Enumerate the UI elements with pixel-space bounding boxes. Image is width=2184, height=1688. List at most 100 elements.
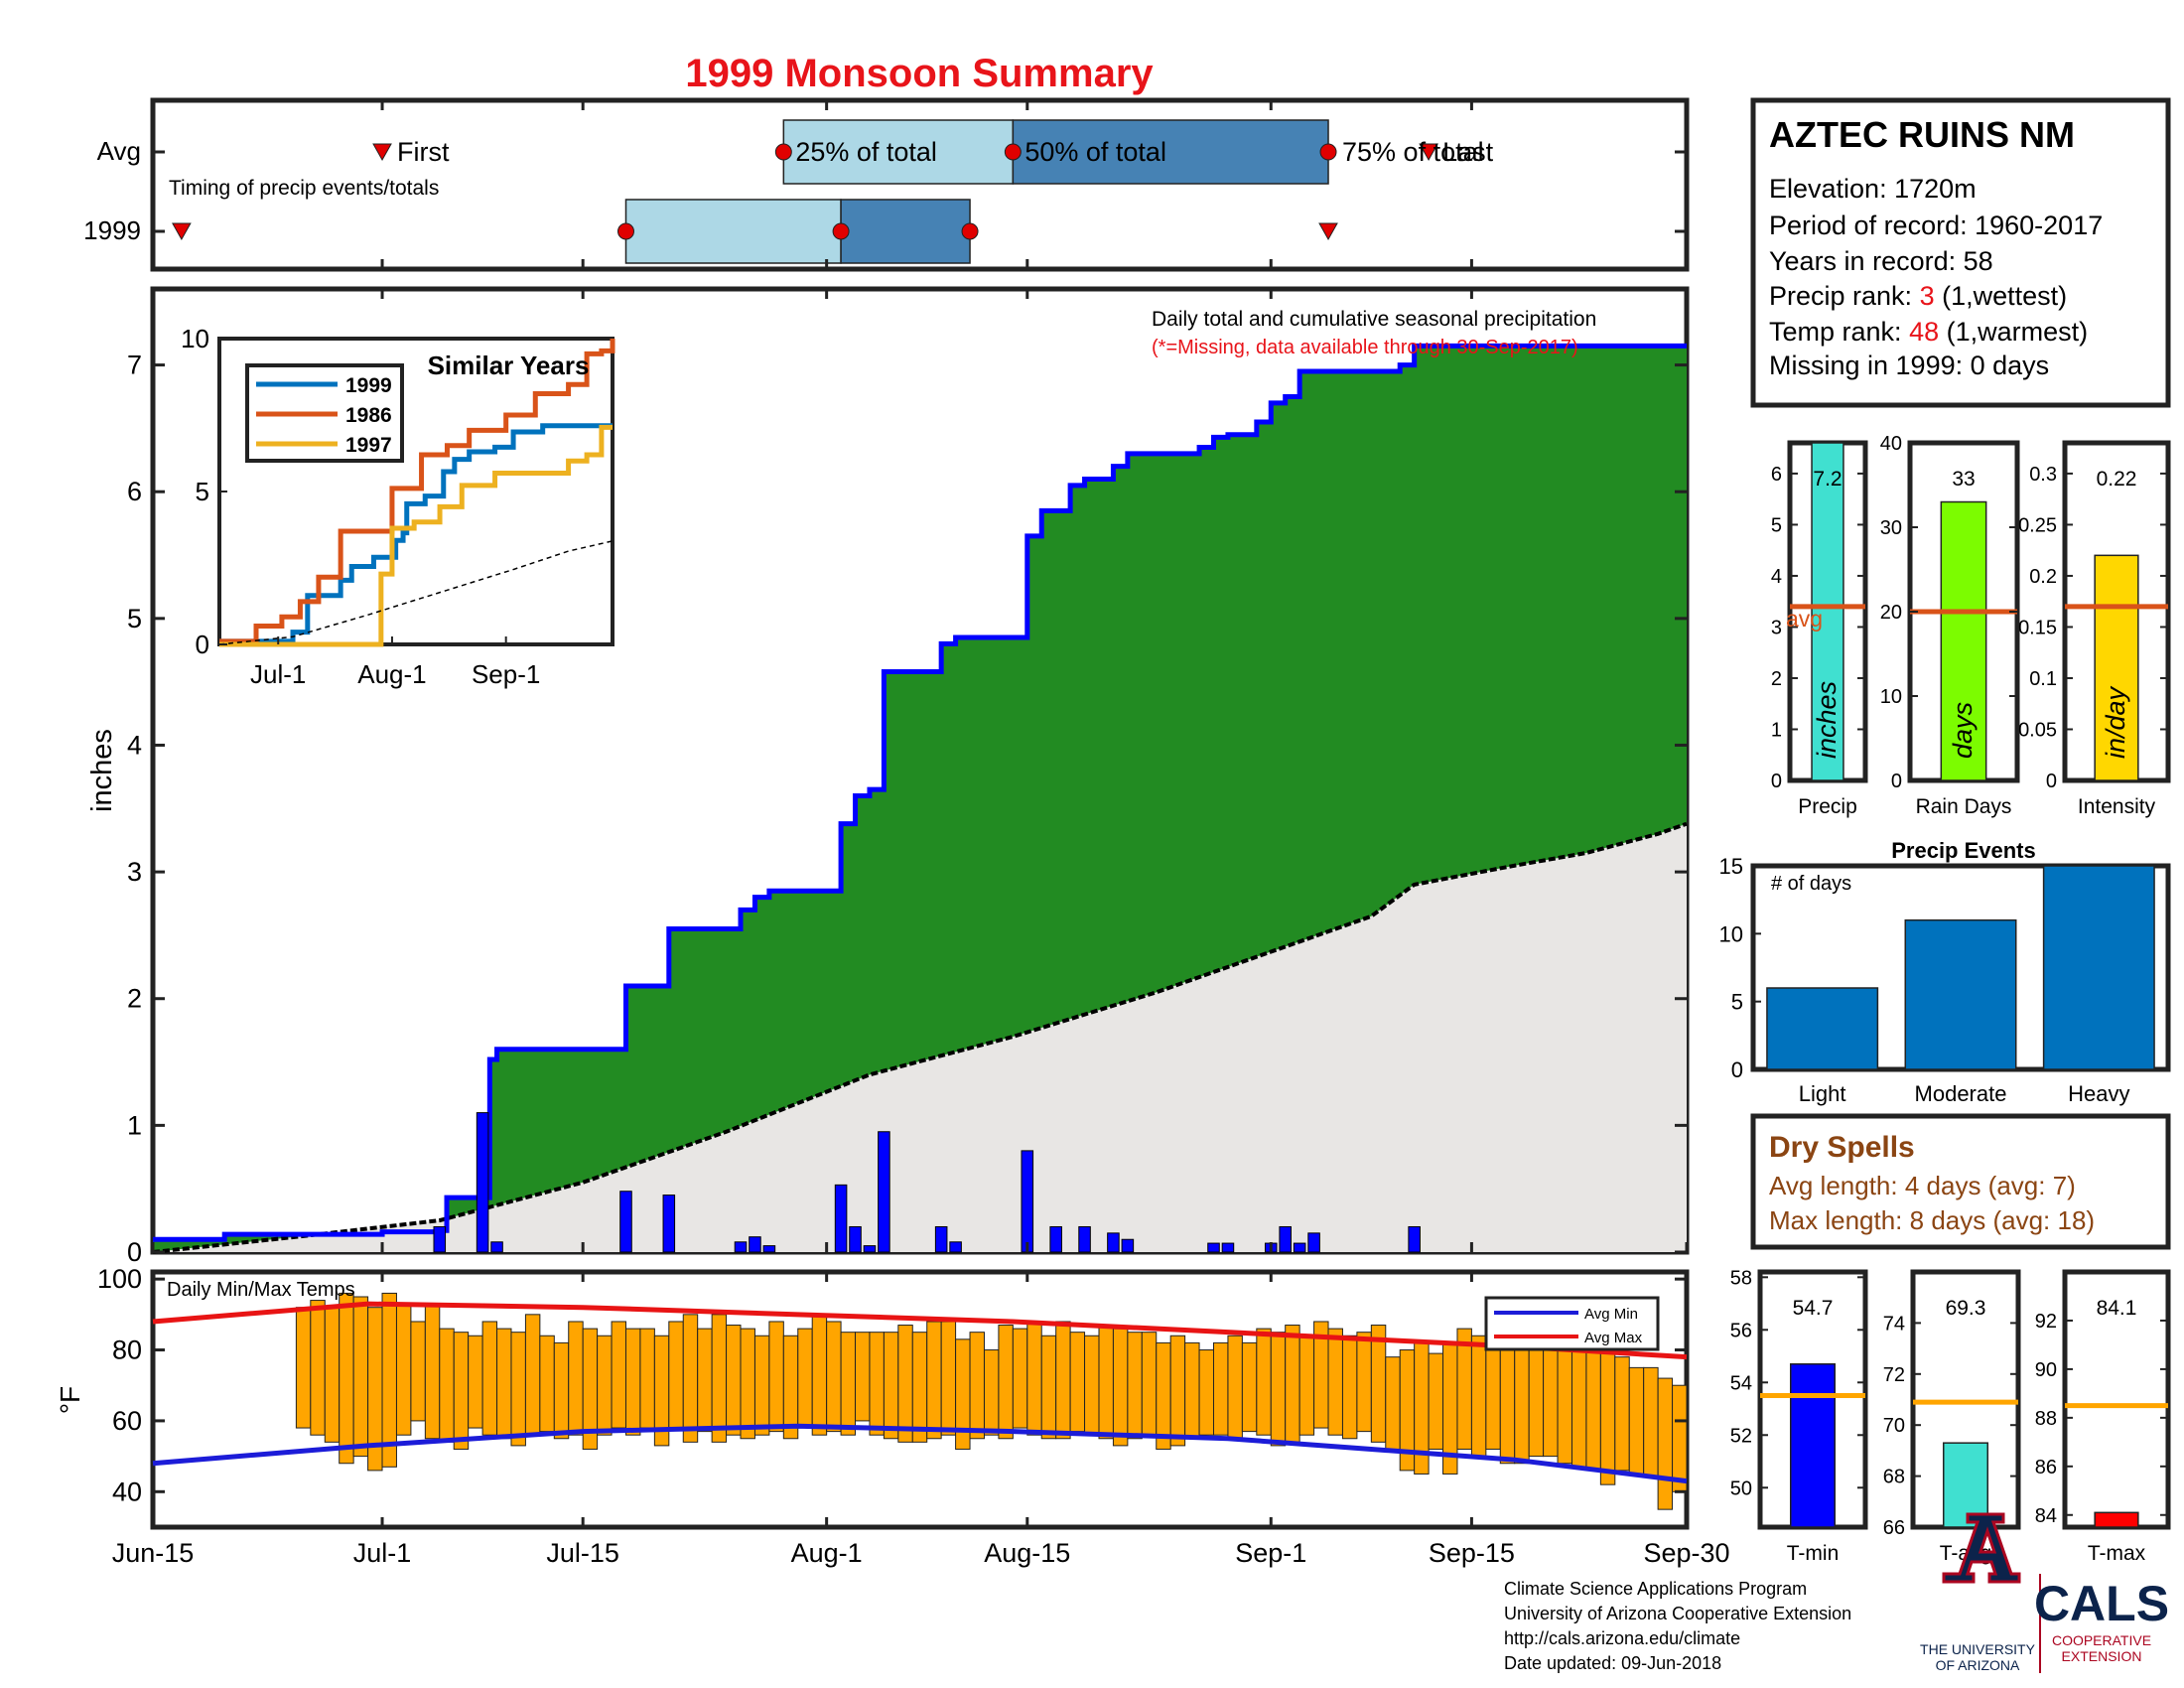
daily-temp-bar: [1227, 1335, 1243, 1440]
daily-temp-bar: [855, 1332, 871, 1422]
daily-temp-bar: [1156, 1341, 1171, 1450]
daily-temp-bar: [481, 1321, 498, 1436]
precip-events-panel: Precip Events Light Moderate Heavy 0 5 10 15 #…: [1719, 838, 2171, 1106]
event-category-label: Moderate: [1915, 1081, 2007, 1106]
daily-temp-bar: [524, 1314, 541, 1436]
daily-temp-bar: [1098, 1325, 1114, 1440]
daily-temp-bar: [1169, 1335, 1186, 1447]
daily-temp-bar: [740, 1328, 755, 1440]
inset-x-tick-label: Aug-1: [357, 659, 426, 689]
footer-line-2: University of Arizona Cooperative Extens…: [1504, 1604, 1851, 1623]
x-tick-label: Jul-15: [546, 1538, 619, 1568]
station-missing: Missing in 1999: 0 days: [1769, 351, 2049, 380]
daily-temp-bar: [310, 1300, 326, 1436]
timing-percentile-marker: [774, 143, 792, 161]
daily-temp-bar: [1528, 1341, 1545, 1458]
daily-temp-bar: [553, 1341, 570, 1440]
daily-temp-bar: [1657, 1377, 1674, 1510]
daily-temp-bar: [568, 1321, 584, 1436]
temp-y-tick-label: 60: [112, 1406, 142, 1436]
footer-line-3: http://cals.arizona.edu/climate: [1504, 1628, 1740, 1648]
intensity_bar-y-tick-label: 0: [2046, 771, 2057, 792]
daily-temp-bar: [639, 1328, 655, 1429]
temp-y-tick-label: 40: [112, 1477, 142, 1506]
daily-temp-bar: [468, 1335, 483, 1429]
daily-precip-bar: [1307, 1232, 1320, 1253]
daily-temp-bar: [1672, 1384, 1688, 1492]
daily-temp-bar: [797, 1328, 813, 1429]
timing-percentile-marker: [1319, 143, 1337, 161]
main-y-tick-label: 6: [127, 477, 142, 506]
tmin_bar-y-tick-label: 54: [1730, 1372, 1752, 1394]
precip_bar-value-label: 7.2: [1813, 468, 1842, 491]
inset-title: Similar Years: [428, 351, 590, 380]
daily-precip-bar: [1207, 1242, 1220, 1253]
daily-precip-bar: [834, 1184, 848, 1253]
tavg_bar-y-tick-label: 72: [1883, 1364, 1905, 1386]
daily-temp-bar: [1141, 1332, 1158, 1436]
station-box-frame: [1750, 97, 2171, 408]
intensity_bar-y-tick-label: 0.15: [2018, 617, 2057, 638]
daily-temp-bar: [840, 1332, 857, 1436]
cals-logo-line-2: EXTENSION: [2062, 1648, 2142, 1664]
daily-temp-bar: [1184, 1341, 1200, 1440]
intensity_bar-y-tick-label: 0.1: [2029, 668, 2057, 690]
tmax_bar-y-tick-label: 90: [2035, 1359, 2057, 1381]
daily-temp-bar: [1643, 1366, 1659, 1478]
average-cumulative-area: [153, 823, 1687, 1252]
station-precip-rank: Precip rank: 3 (1,wettest): [1769, 281, 2067, 311]
main-y-tick-label: 5: [127, 604, 142, 633]
inset-series-line-1986: [219, 339, 615, 644]
daily-precip-bar: [1021, 1150, 1034, 1253]
precip-main-panel: 0 1 2 3 4 5 6 7 0 5 10 Jul-1 Aug-1 Sep-1 Similar Years…: [86, 286, 1690, 1267]
timing-percentile-marker: [961, 222, 979, 240]
footer-credits: Climate Science Applications Program Uni…: [1504, 1579, 1851, 1673]
daily-temp-bar: [1327, 1328, 1343, 1436]
inset-legend-label-1999: 1999: [345, 374, 392, 397]
x-tick-label: Sep-15: [1429, 1538, 1515, 1568]
daily-precip-bar: [849, 1225, 862, 1253]
tmax_bar-y-tick-label: 92: [2035, 1311, 2057, 1333]
daily-temp-bar: [1470, 1335, 1487, 1458]
intensity_bar-y-tick-label: 0.05: [2018, 719, 2057, 741]
daily-temp-bar: [439, 1328, 455, 1443]
x-tick-label: Aug-15: [984, 1538, 1070, 1568]
daily-temp-bar: [1127, 1332, 1143, 1440]
daily-temp-bar: [339, 1292, 354, 1465]
daily-precip-bar: [476, 1112, 489, 1253]
tmax_bar-y-tick-label: 88: [2035, 1408, 2057, 1430]
rain_days_bar-value-label: 33: [1952, 468, 1975, 491]
daily-temp-bar: [897, 1325, 913, 1443]
daily-precip-bar: [1293, 1242, 1306, 1253]
event-bar-light: [1766, 987, 1879, 1070]
daily-temp-bar: [811, 1314, 828, 1436]
daily-temp-bar: [782, 1335, 799, 1440]
tmax_bar-y-tick-label: 86: [2035, 1457, 2057, 1478]
station-period: Period of record: 1960-2017: [1769, 211, 2103, 240]
temp-ylabel: °F: [55, 1386, 85, 1414]
timing-pct75-label: 75% of total: [1342, 137, 1484, 167]
daily-temp-bar: [1026, 1321, 1042, 1436]
daily-precip-bar: [1107, 1232, 1120, 1253]
timing-row-label-avg: Avg: [97, 136, 141, 166]
precip_bar-y-tick-label: 4: [1771, 566, 1782, 588]
daily-precip-bar: [1049, 1225, 1062, 1253]
timing-event-marker: [1318, 222, 1338, 241]
rain_days_bar-y-tick-label: 0: [1891, 771, 1902, 792]
daily-temp-bar: [1112, 1328, 1129, 1447]
main-legend-note: (*=Missing, data available through 30-Se…: [1152, 337, 1578, 358]
inset-series-line-1997: [219, 424, 613, 647]
daily-temp-bar: [1341, 1335, 1358, 1440]
inset-series-line-average: [218, 540, 614, 645]
ua-logo-line-1: THE UNIVERSITY: [1920, 1641, 2036, 1657]
daily-temp-bar: [395, 1303, 412, 1436]
daily-temp-bar: [1385, 1356, 1401, 1450]
temp-legend-box: [1484, 1296, 1660, 1351]
event-y-tick-label: 10: [1719, 921, 1743, 946]
daily-precip-bar: [749, 1236, 761, 1253]
precip_bar-y-tick-label: 6: [1771, 464, 1782, 486]
event-y-tick-label: 5: [1731, 990, 1743, 1015]
main-y-tick-label: 0: [127, 1237, 142, 1267]
precip_bar-y-tick-label: 5: [1771, 514, 1782, 536]
timing-panel: Avg 1999 Timing of precip events/totals …: [83, 97, 1690, 272]
